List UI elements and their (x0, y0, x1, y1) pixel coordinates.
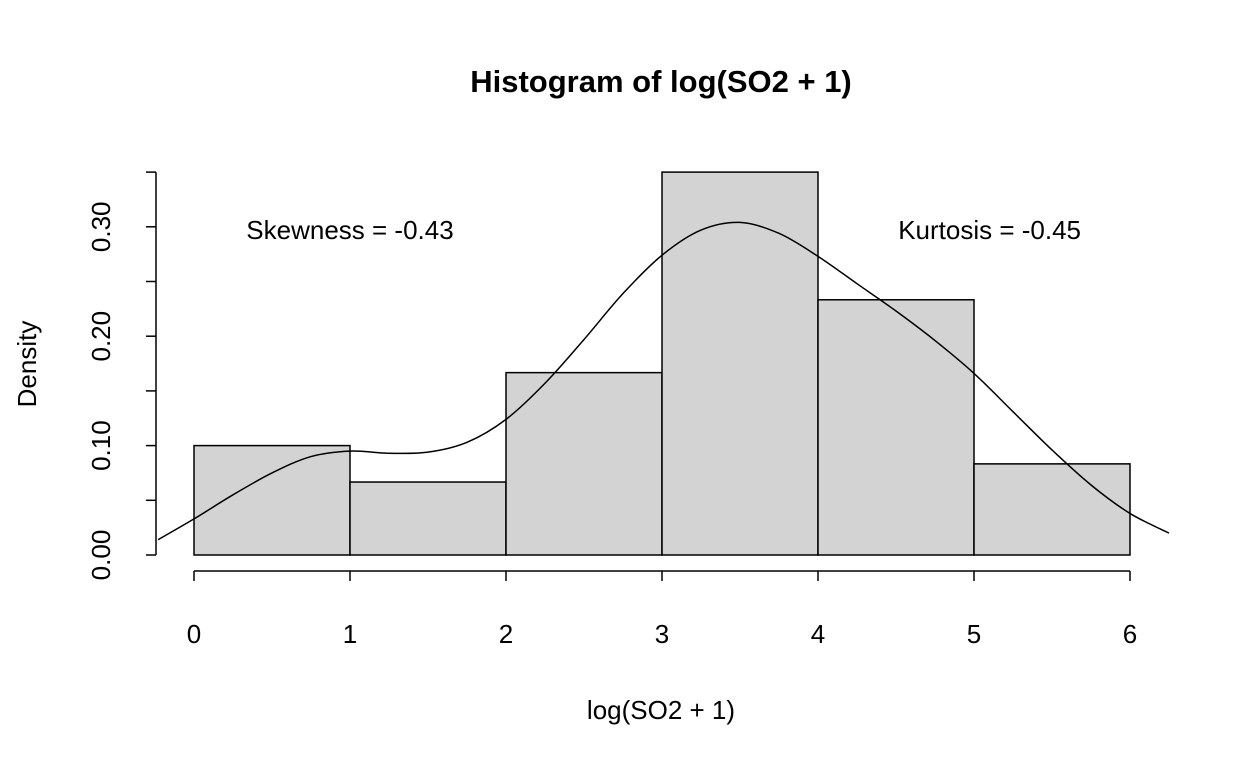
annotation-1: Kurtosis = -0.45 (898, 215, 1081, 245)
x-tick-label-3: 3 (655, 619, 669, 649)
x-axis-label: log(SO2 + 1) (587, 695, 735, 725)
histogram-bar-2 (505, 371, 663, 556)
y-tick-label-3: 0.30 (86, 201, 116, 252)
x-tick-label-4: 4 (811, 619, 825, 649)
histogram-bar-5 (973, 463, 1131, 556)
y-tick-label-2: 0.20 (86, 311, 116, 362)
x-tick-label-1: 1 (343, 619, 357, 649)
bars-group (193, 171, 1131, 556)
y-tick-label-0: 0.00 (86, 530, 116, 581)
y-axis: 0.00 0.10 0.20 0.30 (86, 171, 157, 581)
x-tick-label-5: 5 (967, 619, 981, 649)
annotations-group: Skewness = -0.43 Kurtosis = -0.45 (246, 215, 1081, 245)
x-axis: 0 1 2 3 4 5 6 (187, 570, 1137, 649)
x-tick-label-0: 0 (187, 619, 201, 649)
annotation-0: Skewness = -0.43 (246, 215, 453, 245)
histogram-bar-4 (817, 299, 975, 556)
y-tick-label-1: 0.10 (86, 420, 116, 471)
density-curve-line (157, 221, 1170, 541)
x-tick-label-6: 6 (1123, 619, 1137, 649)
density-curve-group (157, 221, 1170, 541)
y-axis-label: Density (12, 321, 42, 408)
histogram-bar-3 (661, 171, 819, 556)
x-tick-label-2: 2 (499, 619, 513, 649)
histogram-bar-1 (349, 481, 507, 556)
histogram-bar-0 (193, 444, 351, 556)
chart-title: Histogram of log(SO2 + 1) (470, 64, 852, 99)
